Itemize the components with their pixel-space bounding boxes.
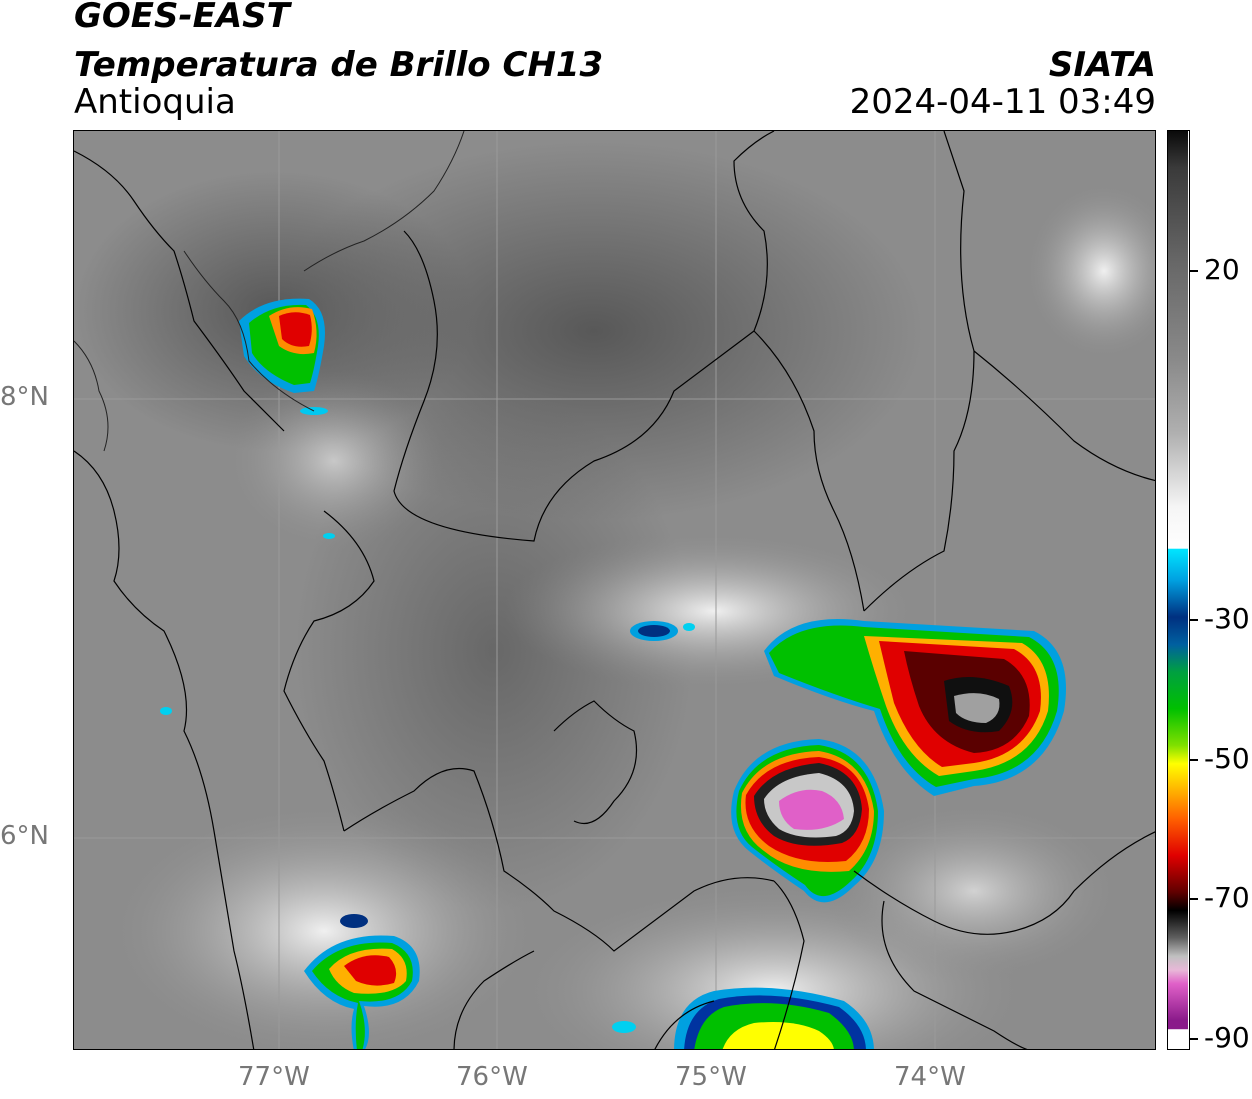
storm-cell-uraba: [239, 298, 328, 415]
colorbar-tick: [1190, 898, 1198, 900]
graticule: [74, 131, 1155, 1049]
lon-label-77w: 77°W: [238, 1062, 310, 1092]
lat-label-6n: 6°N: [0, 821, 49, 851]
lon-label-76w: 76°W: [456, 1062, 528, 1092]
colorbar-tick: [1190, 759, 1198, 761]
colorbar-tick: [1190, 619, 1198, 621]
temperature-colorbar: [1167, 130, 1190, 1050]
colorbar-label-minus30: -30: [1204, 602, 1250, 635]
admin-borders: [74, 131, 1155, 1049]
colorbar-tick: [1190, 1038, 1198, 1040]
colorbar-tick: [1190, 270, 1198, 272]
colorbar-label-20: 20: [1204, 253, 1240, 286]
cloud-area: [824, 801, 1124, 981]
satellite-map[interactable]: [73, 130, 1156, 1050]
storm-cell-choco: [304, 914, 420, 1049]
lon-label-75w: 75°W: [675, 1062, 747, 1092]
region-label: Antioquia: [74, 82, 236, 122]
lat-label-8n: 8°N: [0, 382, 49, 412]
map-canvas: [74, 131, 1155, 1049]
cloud-area: [224, 371, 444, 551]
datetime-label: 2024-04-11 03:49: [849, 82, 1156, 122]
colorbar-label-minus90: -90: [1204, 1021, 1250, 1054]
storm-cell-antioquia: [731, 739, 884, 903]
coastline: [74, 131, 465, 452]
organization-label: SIATA: [1048, 45, 1156, 85]
colorbar-label-minus50: -50: [1204, 742, 1250, 775]
colorbar-label-minus70: -70: [1204, 881, 1250, 914]
storm-cell-south: [612, 987, 874, 1049]
satellite-title: GOES-EAST: [74, 0, 290, 36]
lon-label-74w: 74°W: [894, 1062, 966, 1092]
storm-cell-magdalena: [764, 619, 1066, 796]
cloud-area: [104, 801, 544, 1049]
product-title: Temperatura de Brillo CH13: [74, 45, 604, 85]
cloud-area: [1024, 181, 1155, 361]
